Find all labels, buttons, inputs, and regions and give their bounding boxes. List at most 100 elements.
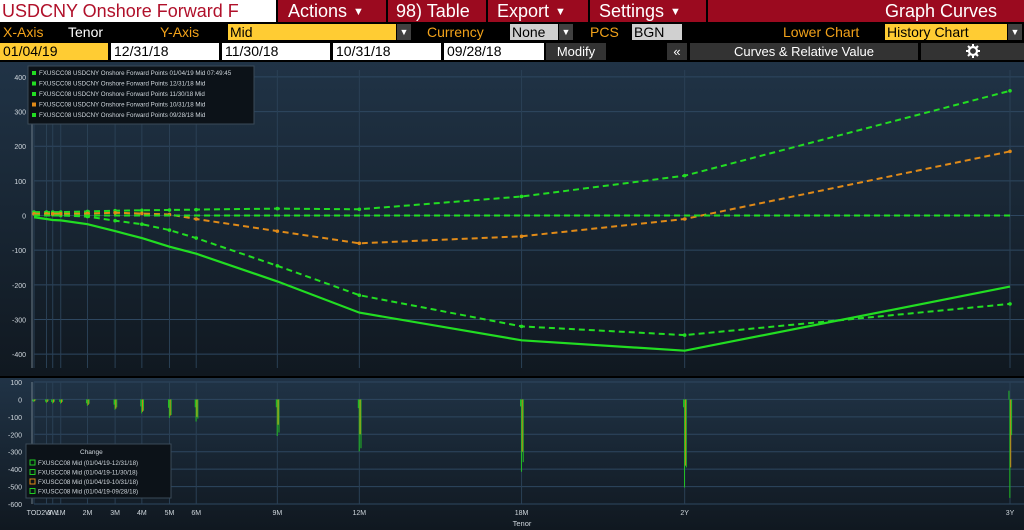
yaxis-label: Y-Axis — [160, 24, 200, 40]
graph-curves-title: Graph Curves — [885, 1, 998, 21]
date-field-3[interactable]: 11/30/18 — [222, 43, 330, 60]
change-bar — [143, 399, 144, 411]
change-bar — [47, 399, 49, 402]
x-tick-label: 1M — [56, 510, 66, 517]
x-tick-label: 2M — [83, 510, 93, 517]
table-button[interactable]: 98) Table — [396, 1, 470, 21]
x-tick-label: TOD — [27, 510, 42, 517]
change-bar — [170, 399, 172, 416]
modify-button[interactable]: Modify — [546, 43, 606, 60]
change-history-chart: 100 0 -100 -200 -300 -400 -500 -600 Change FXUSC… — [0, 378, 1024, 530]
date-field-2[interactable]: 12/31/18 — [111, 43, 219, 60]
change-bar — [1011, 399, 1013, 436]
date-field-5[interactable]: 09/28/18 — [444, 43, 544, 60]
change-bar — [115, 399, 117, 409]
y-tick-label: -200 — [8, 432, 22, 439]
legend-swatch — [29, 459, 36, 466]
change-bar — [114, 399, 116, 410]
change-bar — [358, 399, 360, 452]
y-tick-label: -200 — [12, 283, 26, 290]
y-tick-label: -100 — [12, 248, 26, 255]
y-tick-label: 400 — [14, 75, 26, 82]
change-bar — [34, 399, 36, 402]
settings-menu[interactable]: Settings ▼ — [599, 0, 681, 22]
change-bar — [46, 399, 48, 403]
chevron-down-icon[interactable]: ▼ — [397, 24, 411, 40]
change-bar — [140, 399, 142, 407]
legend-swatch — [29, 488, 36, 494]
y-tick-label: 0 — [18, 397, 22, 404]
chevron-down-icon[interactable]: ▼ — [559, 24, 573, 40]
x-tick-label: 5M — [165, 510, 175, 517]
y-tick-label: -600 — [8, 502, 22, 509]
settings-gear-button[interactable] — [921, 43, 1024, 60]
data-point — [140, 208, 144, 213]
change-bar — [61, 399, 62, 403]
data-point — [194, 236, 199, 240]
data-point — [357, 241, 362, 246]
y-tick-label: 100 — [10, 380, 22, 387]
data-point — [1008, 88, 1012, 93]
series-lines — [32, 88, 1012, 352]
data-point — [275, 263, 280, 268]
change-bar — [277, 399, 279, 425]
legend-swatch — [32, 102, 36, 107]
change-bar — [520, 399, 521, 407]
change-bar — [88, 399, 90, 404]
divider — [276, 0, 278, 22]
data-point — [682, 333, 687, 337]
actions-label: Actions — [288, 1, 348, 21]
date-field-4[interactable]: 10/31/18 — [333, 43, 441, 60]
y-tick-label: -400 — [12, 352, 26, 359]
x-tick-label: 2W — [41, 510, 52, 517]
data-point — [357, 293, 362, 298]
series-line-1 — [33, 216, 1011, 352]
data-point — [167, 228, 172, 232]
x-tick-label: 6M — [191, 510, 201, 517]
currency-select[interactable]: None — [510, 24, 558, 40]
change-bar — [32, 399, 34, 402]
data-point — [140, 222, 144, 226]
y-tick-label: 300 — [14, 110, 26, 117]
divider — [386, 0, 388, 22]
export-menu[interactable]: Export ▼ — [497, 0, 566, 22]
xaxis-value[interactable]: Tenor — [68, 24, 104, 40]
change-bar — [520, 399, 522, 472]
actions-menu[interactable]: Actions ▼ — [288, 0, 364, 22]
change-bar — [142, 399, 144, 412]
change-bar — [195, 399, 197, 422]
lower-chart-select[interactable]: History Chart — [885, 24, 1007, 40]
collapse-button[interactable]: « — [667, 43, 687, 60]
y-tick-label: 200 — [14, 144, 26, 151]
data-point — [1008, 149, 1012, 154]
change-bar — [275, 399, 277, 408]
change-bar — [86, 399, 88, 406]
currency-label: Currency — [427, 24, 484, 40]
x-tick-label: 4M — [137, 510, 147, 517]
y-tick-label: 100 — [14, 179, 26, 186]
change-bar — [521, 399, 523, 452]
pcs-field[interactable]: BGN — [632, 24, 682, 40]
legend-label: FXUSCC08 USDCNY Onshore Forward Points 0… — [39, 112, 206, 119]
change-bar — [196, 399, 198, 417]
chevron-down-icon[interactable]: ▼ — [1008, 24, 1022, 40]
legend-label: FXUSCC08 USDCNY Onshore Forward Points 1… — [39, 102, 206, 109]
change-bar — [357, 399, 359, 409]
change-bar — [278, 399, 280, 433]
security-title[interactable]: USDCNY Onshore Forward F — [0, 0, 276, 22]
date-field-1[interactable]: 01/04/19 — [0, 43, 108, 60]
change-bar — [59, 399, 61, 402]
settings-label: Settings — [599, 1, 665, 21]
data-point — [85, 211, 90, 216]
change-bar — [684, 399, 685, 488]
change-bar — [360, 399, 362, 449]
yaxis-select[interactable]: Mid — [228, 24, 396, 40]
legend-label: FXUSCC08 Mid (01/04/19-10/31/18) — [38, 479, 138, 486]
change-bar — [167, 399, 169, 408]
legend-label: FXUSCC08 USDCNY Onshore Forward Points 0… — [39, 70, 232, 77]
curves-relative-value-button[interactable]: Curves & Relative Value — [690, 43, 918, 60]
legend-label: FXUSCC08 USDCNY Onshore Forward Points 1… — [39, 81, 206, 88]
change-bar — [1009, 399, 1011, 498]
change-bar — [685, 399, 687, 468]
